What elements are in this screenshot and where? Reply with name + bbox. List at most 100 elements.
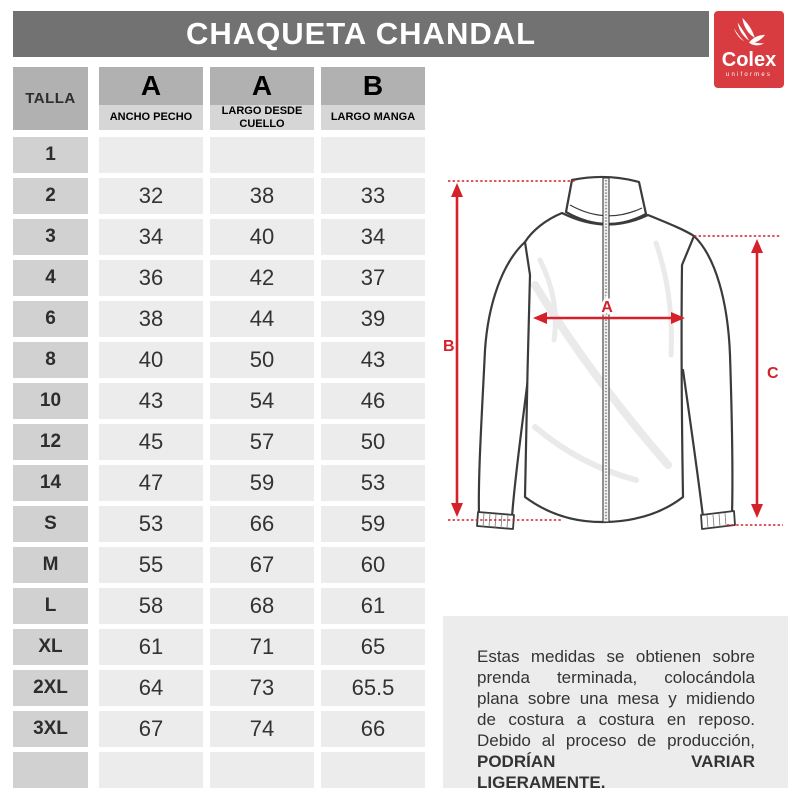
size-label: S	[13, 506, 88, 542]
measurement-value	[321, 752, 425, 788]
measurement-value: 36	[99, 260, 203, 296]
column-label: ANCHO PECHO	[99, 105, 203, 130]
table-row: 8 40 50 43	[13, 342, 432, 378]
size-label: 4	[13, 260, 88, 296]
bird-wing-icon	[733, 17, 765, 46]
measurement-value: 58	[99, 588, 203, 624]
column-largo-desde-cuello: A LARGO DESDE CUELLO	[210, 67, 314, 130]
table-row: 12 45 57 50	[13, 424, 432, 460]
measurement-value: 44	[210, 301, 314, 337]
measurement-value: 43	[99, 383, 203, 419]
size-label: 10	[13, 383, 88, 419]
table-row: 4 36 42 37	[13, 260, 432, 296]
measurement-value: 71	[210, 629, 314, 665]
measurement-value: 42	[210, 260, 314, 296]
size-label: XL	[13, 629, 88, 665]
table-row: 2XL 64 73 65.5	[13, 670, 432, 706]
measurement-value: 40	[99, 342, 203, 378]
measurement-value: 59	[321, 506, 425, 542]
measurement-value: 61	[321, 588, 425, 624]
measurement-value: 68	[210, 588, 314, 624]
table-row: M 55 67 60	[13, 547, 432, 583]
size-label: 3XL	[13, 711, 88, 747]
measurement-value: 40	[210, 219, 314, 255]
column-label: LARGO MANGA	[321, 105, 425, 130]
measurement-value: 67	[210, 547, 314, 583]
measurement-value: 34	[321, 219, 425, 255]
column-ancho-pecho: A ANCHO PECHO	[99, 67, 203, 130]
measurement-value: 37	[321, 260, 425, 296]
table-row: 6 38 44 39	[13, 301, 432, 337]
table-row: XL 61 71 65	[13, 629, 432, 665]
measurement-value: 32	[99, 178, 203, 214]
size-column-header: TALLA	[13, 67, 88, 130]
measurement-value: 60	[321, 547, 425, 583]
table-row: 14 47 59 53	[13, 465, 432, 501]
brand-name: Colex	[721, 49, 777, 71]
measurement-value: 57	[210, 424, 314, 460]
measurement-value: 39	[321, 301, 425, 337]
column-letter: B	[321, 67, 425, 105]
measurement-value: 45	[99, 424, 203, 460]
measure-label-b: B	[443, 338, 455, 355]
note-text: Estas medidas se obtienen sobre prenda t…	[477, 647, 755, 792]
measurement-note: Estas medidas se obtienen sobre prenda t…	[443, 616, 788, 792]
size-label: 1	[13, 137, 88, 173]
size-label: 14	[13, 465, 88, 501]
measurement-value: 47	[99, 465, 203, 501]
jacket-measurement-diagram: B A C	[440, 165, 800, 565]
table-row: 3XL 67 74 66	[13, 711, 432, 747]
table-row: 10 43 54 46	[13, 383, 432, 419]
size-table-body: 1 2 32 38 33 3 34 40 34 4 36 42 37 6 38 44 39 8 40 50 43 10 43…	[13, 137, 432, 793]
measurement-value: 46	[321, 383, 425, 419]
measurement-value: 55	[99, 547, 203, 583]
measurement-value: 53	[321, 465, 425, 501]
page-title: CHAQUETA CHANDAL	[13, 11, 709, 57]
size-label: 12	[13, 424, 88, 460]
table-row	[13, 752, 432, 788]
measurement-value: 73	[210, 670, 314, 706]
size-label: M	[13, 547, 88, 583]
measurement-value: 38	[99, 301, 203, 337]
measurement-value	[99, 137, 203, 173]
measurement-value: 64	[99, 670, 203, 706]
measurement-value: 33	[321, 178, 425, 214]
measurement-value: 50	[321, 424, 425, 460]
table-row: L 58 68 61	[13, 588, 432, 624]
size-label	[13, 752, 88, 788]
measurement-value	[99, 752, 203, 788]
table-row: 1	[13, 137, 432, 173]
measurement-value: 67	[99, 711, 203, 747]
measurement-value: 74	[210, 711, 314, 747]
size-label: 6	[13, 301, 88, 337]
size-label: 2	[13, 178, 88, 214]
measurement-value: 50	[210, 342, 314, 378]
size-table-header: TALLA A ANCHO PECHO A LARGO DESDE CUELLO…	[13, 67, 432, 130]
measurement-value: 65	[321, 629, 425, 665]
measurement-value: 61	[99, 629, 203, 665]
table-row: 2 32 38 33	[13, 178, 432, 214]
measure-label-c: C	[767, 365, 779, 382]
brand-logo: Colex uniformes	[714, 11, 784, 88]
measurement-value	[210, 752, 314, 788]
size-label: L	[13, 588, 88, 624]
measure-label-a: A	[601, 299, 613, 316]
measurement-value: 53	[99, 506, 203, 542]
table-row: 3 34 40 34	[13, 219, 432, 255]
measurement-value: 65.5	[321, 670, 425, 706]
column-label: LARGO DESDE CUELLO	[210, 105, 314, 130]
measurement-value: 38	[210, 178, 314, 214]
measurement-value: 59	[210, 465, 314, 501]
column-letter: A	[210, 67, 314, 105]
measurement-value: 66	[210, 506, 314, 542]
size-label: 2XL	[13, 670, 88, 706]
table-row: S 53 66 59	[13, 506, 432, 542]
measurement-value	[210, 137, 314, 173]
size-label: 3	[13, 219, 88, 255]
measurement-value: 43	[321, 342, 425, 378]
measurement-value: 66	[321, 711, 425, 747]
column-letter: A	[99, 67, 203, 105]
column-largo-manga: B LARGO MANGA	[321, 67, 425, 130]
measurement-value: 54	[210, 383, 314, 419]
jacket-drawing: B A C	[443, 175, 783, 530]
